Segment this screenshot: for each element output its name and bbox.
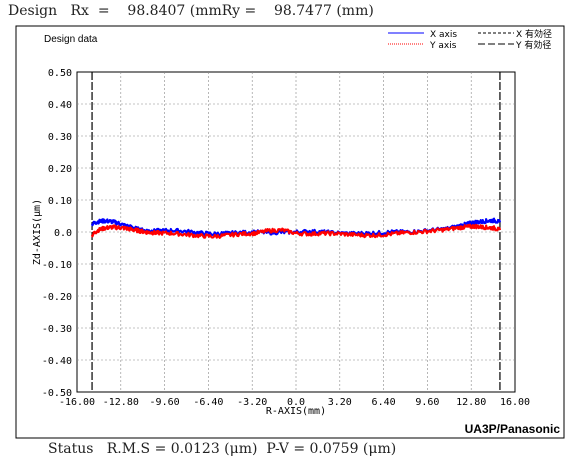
- x-tick-labels: -16.00 -12.80 -9.60 -6.40 -3.20 0.0 3.20 6.40 9.…: [59, 397, 530, 408]
- legend-label: Y 有効径: [515, 39, 551, 51]
- y-tick-label: 0.10: [48, 196, 72, 207]
- x-tick-label: -12.80: [103, 397, 139, 408]
- ry-value: 98.7477: [273, 3, 332, 19]
- design-label: Design: [8, 3, 58, 19]
- x-tick-label: -3.20: [237, 397, 267, 408]
- x-tick-label: -16.00: [59, 397, 95, 408]
- rx-label: Rx: [70, 3, 89, 19]
- watermark: UA3P/Panasonic: [465, 422, 561, 436]
- x-tick-label: -9.60: [150, 397, 180, 408]
- y-tick-label: 0.50: [48, 68, 72, 79]
- effective-diameter-lines: [91, 72, 501, 392]
- legend-label: Y axis: [429, 41, 457, 51]
- ry-equals: =: [244, 3, 257, 19]
- status-label: Status: [48, 441, 94, 457]
- chart-title: Design data: [44, 34, 98, 45]
- rx-unit: (mmRy: [189, 3, 240, 19]
- series-line-y-axis: [90, 223, 502, 239]
- x-tick-label: 16.00: [500, 397, 530, 408]
- y-tick-labels: -0.50 -0.40 -0.30 -0.20 -0.10 0.0 0.10 0.20 0.30…: [42, 68, 72, 399]
- legend: X axis X 有効径 Y axis Y 有効径: [388, 28, 552, 51]
- x-tick-label: 3.20: [328, 397, 352, 408]
- y-tick-label: -0.10: [42, 260, 72, 271]
- x-axis-label: R-AXIS(mm): [266, 406, 326, 417]
- y-tick-label: 0.40: [48, 100, 72, 111]
- x-tick-label: 9.60: [415, 397, 439, 408]
- x-tick-label: 12.80: [456, 397, 486, 408]
- footer-status-line: Status R.M.S = 0.0123 (μm) P-V = 0.0759 …: [48, 441, 396, 457]
- x-tick-label: 6.40: [372, 397, 396, 408]
- header-design-line: Design Rx = 98.8407 (mmRy = 98.7477 (mm): [8, 3, 374, 19]
- rx-equals: =: [97, 3, 110, 19]
- legend-label: X 有効径: [516, 28, 552, 40]
- x-tick-label: 0.0: [287, 397, 305, 408]
- y-axis-label: Zd-AXIS(μm): [32, 199, 43, 265]
- rx-value: 98.8407: [127, 3, 186, 19]
- ry-unit: (mm): [336, 3, 374, 19]
- pv-value: P-V = 0.0759 (μm): [266, 441, 397, 457]
- y-tick-label: 0.30: [48, 132, 72, 143]
- y-tick-label: 0.0: [54, 228, 72, 239]
- y-tick-label: -0.40: [42, 356, 72, 367]
- y-tick-label: -0.30: [42, 324, 72, 335]
- x-tick-label: -6.40: [193, 397, 223, 408]
- y-tick-label: 0.20: [48, 164, 72, 175]
- y-tick-label: -0.50: [42, 388, 72, 399]
- y-tick-label: -0.20: [42, 292, 72, 303]
- rms-value: R.M.S = 0.0123 (μm): [106, 441, 258, 457]
- legend-label: X axis: [430, 30, 457, 40]
- series-group: [90, 217, 502, 239]
